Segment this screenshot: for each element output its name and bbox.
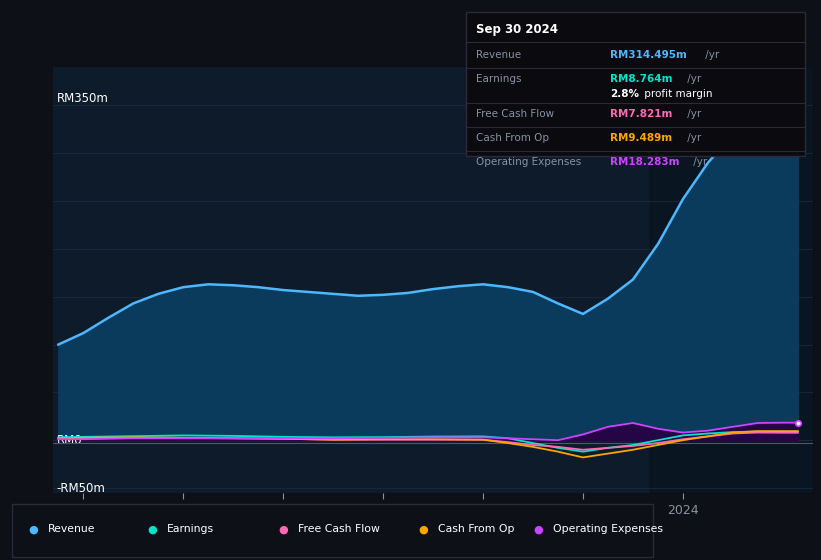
- Text: ●: ●: [533, 524, 543, 534]
- Text: RM0: RM0: [57, 433, 82, 447]
- Text: Free Cash Flow: Free Cash Flow: [298, 524, 380, 534]
- Text: profit margin: profit margin: [641, 89, 713, 99]
- Text: Revenue: Revenue: [48, 524, 95, 534]
- Text: RM8.764m: RM8.764m: [610, 74, 672, 84]
- Text: Sep 30 2024: Sep 30 2024: [476, 23, 558, 36]
- Text: ●: ●: [147, 524, 157, 534]
- Text: Cash From Op: Cash From Op: [438, 524, 514, 534]
- Text: 2.8%: 2.8%: [610, 89, 639, 99]
- Text: /yr: /yr: [684, 74, 701, 84]
- Text: Earnings: Earnings: [476, 74, 521, 84]
- Text: ●: ●: [418, 524, 428, 534]
- Text: -RM50m: -RM50m: [57, 482, 105, 494]
- Text: ●: ●: [278, 524, 288, 534]
- Text: /yr: /yr: [702, 50, 719, 60]
- Text: Earnings: Earnings: [167, 524, 213, 534]
- Text: /yr: /yr: [684, 133, 701, 143]
- Text: RM350m: RM350m: [57, 92, 108, 105]
- Text: RM314.495m: RM314.495m: [610, 50, 687, 60]
- Text: Operating Expenses: Operating Expenses: [553, 524, 663, 534]
- Text: Operating Expenses: Operating Expenses: [476, 157, 581, 167]
- Text: Free Cash Flow: Free Cash Flow: [476, 109, 554, 119]
- Text: ●: ●: [28, 524, 38, 534]
- Text: Revenue: Revenue: [476, 50, 521, 60]
- Text: RM7.821m: RM7.821m: [610, 109, 672, 119]
- Text: Cash From Op: Cash From Op: [476, 133, 549, 143]
- Text: /yr: /yr: [684, 109, 701, 119]
- Text: RM18.283m: RM18.283m: [610, 157, 680, 167]
- Text: RM9.489m: RM9.489m: [610, 133, 672, 143]
- Text: /yr: /yr: [690, 157, 708, 167]
